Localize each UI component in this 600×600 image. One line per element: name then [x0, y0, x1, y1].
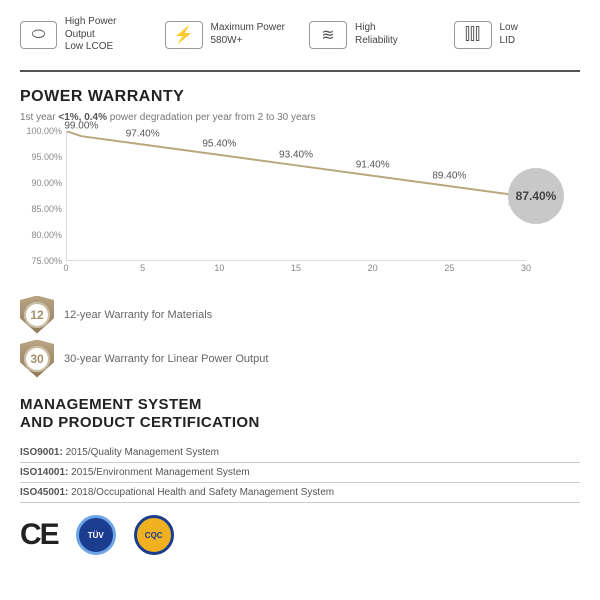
feature-item: ⫿⫿⫿ LowLID: [454, 21, 581, 49]
mgmt-title-l1: MANAGEMENT SYSTEM: [20, 396, 202, 413]
divider: [20, 70, 580, 72]
feature-text: High Power OutputLow LCOE: [65, 16, 147, 54]
y-tick: 100.00%: [26, 126, 62, 136]
point-label: 95.40%: [202, 139, 236, 150]
warranty-title: POWER WARRANTY: [20, 88, 580, 106]
feature-item: ⚡ Maximum Power580W+: [165, 21, 292, 49]
subtitle-pre: 1st year: [20, 112, 58, 123]
warranty-badges: 12 12-year Warranty for Materials 30 30-…: [20, 296, 580, 378]
y-tick: 95.00%: [31, 152, 62, 162]
point-label: 93.40%: [279, 149, 313, 160]
feature-text: Maximum Power580W+: [211, 22, 285, 47]
shield-icon: 12: [20, 296, 54, 334]
x-axis-labels: 051015202530: [66, 263, 526, 277]
subtitle-post: power degradation per year from 2 to 30 …: [107, 112, 315, 123]
y-tick: 90.00%: [31, 178, 62, 188]
feature-icon: ⫿⫿⫿: [454, 21, 492, 49]
ce-logo: CE: [20, 518, 58, 552]
feature-text: HighReliability: [355, 22, 398, 47]
warranty-chart: 100.00%95.00%90.00%85.00%80.00%75.00% 05…: [22, 131, 542, 286]
cert-list: ISO9001: 2015/Quality Management SystemI…: [20, 443, 580, 503]
features-row: ⬭ High Power OutputLow LCOE ⚡ Maximum Pow…: [20, 12, 580, 64]
x-tick: 15: [291, 263, 301, 273]
management-title: MANAGEMENT SYSTEM AND PRODUCT CERTIFICAT…: [20, 396, 580, 434]
y-tick: 85.00%: [31, 204, 62, 214]
x-tick: 30: [521, 263, 531, 273]
cert-logos: CE TÜV CQC: [20, 515, 580, 555]
x-tick: 10: [214, 263, 224, 273]
point-label: 97.40%: [126, 129, 160, 140]
cqc-logo: CQC: [134, 515, 174, 555]
feature-icon: ⬭: [20, 21, 57, 49]
feature-icon: ≋: [309, 21, 347, 49]
point-label: 89.40%: [432, 170, 466, 181]
y-axis-labels: 100.00%95.00%90.00%85.00%80.00%75.00%: [22, 131, 64, 261]
point-label: 99.00%: [64, 120, 98, 131]
x-tick: 20: [368, 263, 378, 273]
feature-item: ⬭ High Power OutputLow LCOE: [20, 16, 147, 54]
warranty-subtitle: 1st year <1%, 0.4% power degradation per…: [20, 112, 580, 123]
x-tick: 0: [63, 263, 68, 273]
point-label: 91.40%: [356, 160, 390, 171]
shield-icon: 30: [20, 340, 54, 378]
cert-line: ISO9001: 2015/Quality Management System: [20, 443, 580, 463]
y-tick: 75.00%: [31, 256, 62, 266]
warranty-badge-row: 30 30-year Warranty for Linear Power Out…: [20, 340, 580, 378]
y-tick: 80.00%: [31, 230, 62, 240]
feature-icon: ⚡: [165, 21, 203, 49]
warranty-text: 30-year Warranty for Linear Power Output: [64, 353, 268, 365]
x-tick: 25: [444, 263, 454, 273]
feature-item: ≋ HighReliability: [309, 21, 436, 49]
warranty-badge-row: 12 12-year Warranty for Materials: [20, 296, 580, 334]
mgmt-title-l2: AND PRODUCT CERTIFICATION: [20, 414, 260, 431]
feature-text: LowLID: [500, 22, 518, 47]
cert-line: ISO45001: 2018/Occupational Health and S…: [20, 483, 580, 503]
x-tick: 5: [140, 263, 145, 273]
warranty-text: 12-year Warranty for Materials: [64, 309, 212, 321]
cert-line: ISO14001: 2015/Environment Management Sy…: [20, 463, 580, 483]
tuv-logo: TÜV: [76, 515, 116, 555]
